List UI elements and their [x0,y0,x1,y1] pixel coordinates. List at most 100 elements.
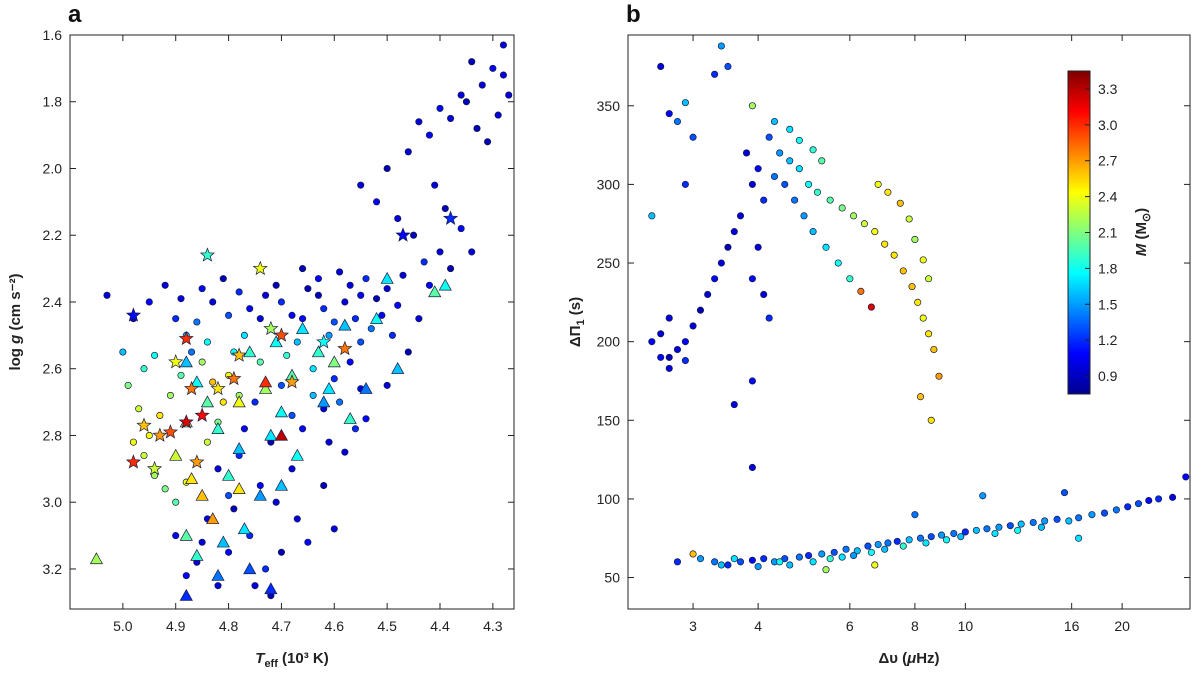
panel-b-point [717,259,725,267]
panel-b-point [648,338,656,346]
panel-a-triangle-point [327,355,341,368]
panel-b-point [809,228,817,236]
panel-b-point [884,188,892,196]
panel-b-point [689,550,697,558]
panel-b-point [748,180,756,188]
panel-b-point [1169,493,1177,501]
panel-a-star-point [316,334,332,349]
panel-b-xtick-label: 16 [1064,618,1080,634]
panel-b-point [896,199,904,207]
panel-b-ytick-label: 50 [604,570,620,586]
panel-b-point [786,561,794,569]
panel-a-triangle-point [221,468,236,481]
panel-a-star-point [194,407,210,422]
panel-a-triangle-point [317,395,331,408]
panel-b-point [696,306,705,314]
panel-b-point [867,548,875,556]
panel-a-circle-point [103,291,111,299]
panel-b-point [822,566,830,574]
panel-a-circle-point [140,365,148,373]
panel-a-circle-point [489,64,497,72]
panel-a-circle-point [151,351,159,359]
panel-b-point [850,212,858,220]
panel-a-circle-point [425,131,433,139]
panel-b-point [937,531,946,539]
panel-a-circle-point [219,275,227,283]
panel-a-circle-point [473,124,481,132]
panel-a-star-point [231,347,247,362]
panel-a-circle-point [420,258,428,266]
panel-b-xticks: 3 4 6 8 10 16 20 [689,35,1130,634]
panel-a-circle-point [330,525,338,533]
panel-a-xtick-label: 4.6 [325,618,345,634]
panel-b-point [795,136,803,144]
panel-b-point [805,180,813,188]
panel-b-point [1041,517,1049,525]
panel-a-star-point [183,380,200,396]
panel-b-point [748,275,756,283]
panel-a-circle-point [225,491,233,500]
panel-a-circle-point [447,114,455,122]
panel-a-circle-point [431,181,439,189]
panel-b-point [724,243,732,251]
panel-a-circle-point [457,225,465,233]
panel-b-point [742,149,751,157]
panel-b-point [972,526,980,534]
colorbar-tick-label: 3.3 [1098,81,1118,97]
panel-b-point [770,172,779,181]
panel-b-point [748,377,756,385]
panel-b-point [711,70,719,78]
panel-b-point [813,188,822,196]
panel-b-point [927,533,935,541]
panel-b-xlabel: Δυ (μHz) [878,650,939,667]
panel-a-circle-point [325,331,333,339]
panel-b-point [834,259,842,267]
panel-a-triangle-point [232,482,246,495]
panel-a-circle-point [415,118,423,126]
panel-a-circle-point [161,281,169,289]
panel-b-point [657,62,665,71]
panel-b-point [786,125,794,133]
panel-a-circle-point [357,338,365,346]
panel-b-point [893,537,901,545]
colorbar-tick-label: 1.5 [1098,296,1118,312]
panel-a-star-point [199,247,216,262]
panel-a-circle-point [425,281,433,289]
panel-a-circle-point [151,471,159,480]
panel-b-point [826,555,834,563]
panel-a-triangle-point [179,355,193,368]
panel-b-point [1060,489,1069,497]
panel-a-circle-point [145,431,153,440]
panel-b-point [711,275,719,283]
panel-a-circle-point [362,415,370,423]
panel-b-point [1029,518,1037,527]
panel-a-circle-point [272,498,280,506]
panel-a-ytick-label: 1.8 [43,94,63,110]
panel-b-point [717,42,725,50]
panel-a-circle-point [462,98,470,106]
panel-a-triangle-point [200,395,215,408]
panel-a-triangle-point [269,335,283,348]
panel-b-point [1017,520,1025,528]
panel-b-point [899,542,907,550]
panel-a-circle-point [256,481,264,490]
panel-b-ytick-label: 300 [597,176,621,192]
panel-b-point [899,267,907,275]
panel-a-circle-point [299,265,307,273]
panel-b-point [930,345,938,354]
panel-b-point [890,251,898,259]
panel-a-circle-point [351,315,359,323]
panel-b-point [648,212,656,220]
panel-b-point [681,180,689,188]
colorbar-tick-label: 2.7 [1098,153,1118,169]
panel-a-circle-point [293,338,301,346]
panel-b-point [911,235,919,243]
panel-a-circle-point [203,438,211,446]
panel-a-circle-point [166,391,174,399]
panel-b-point [795,553,803,561]
panel-a-circle-point [399,271,407,279]
panel-a-circle-point [172,532,180,540]
panel-a-circle-point [129,438,137,446]
panel-b-point [991,529,999,538]
panel-a-star-point [252,260,268,276]
